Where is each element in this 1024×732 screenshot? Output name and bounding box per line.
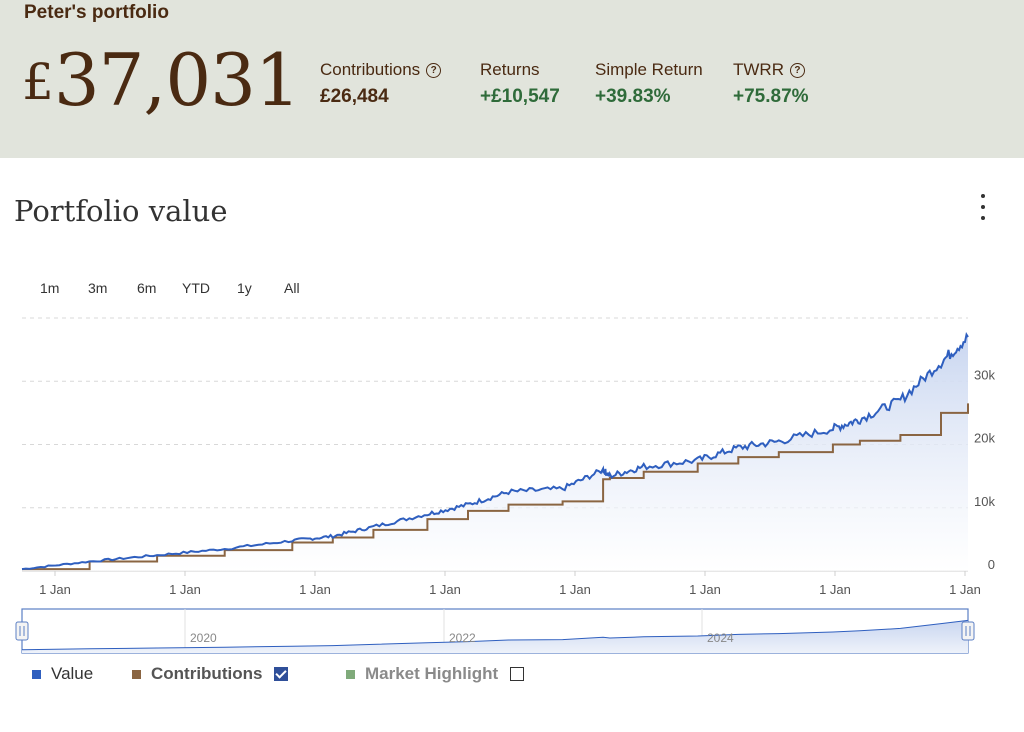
x-tick-label: 1 Jan <box>949 582 981 597</box>
y-tick-label: 20k <box>974 431 995 446</box>
total-value: £37,031 <box>22 38 301 122</box>
metric-label: Simple Return <box>595 60 703 79</box>
metric-value: +75.87% <box>733 86 809 107</box>
currency-symbol: £ <box>22 53 54 111</box>
navigator-year-label: 2024 <box>707 631 734 645</box>
x-tick-label: 1 Jan <box>169 582 201 597</box>
portfolio-name: Peter's portfolio <box>24 2 169 23</box>
x-tick-label: 1 Jan <box>299 582 331 597</box>
range-button-6m[interactable]: 6m <box>137 280 157 296</box>
legend-item-contributions[interactable]: Contributions <box>132 664 289 684</box>
card-title: Portfolio value <box>14 194 228 228</box>
total-value-number: 37,031 <box>53 38 301 122</box>
value-area <box>22 334 968 571</box>
x-tick-label: 1 Jan <box>559 582 591 597</box>
legend-checkbox[interactable] <box>510 667 525 681</box>
legend-item-market-highlight[interactable]: Market Highlight <box>346 664 525 684</box>
help-icon[interactable]: ? <box>789 62 805 78</box>
legend-label: Market Highlight <box>365 664 499 683</box>
metric-simple-return: Simple Return +39.83% <box>595 60 703 108</box>
y-tick-label: 30k <box>974 367 995 382</box>
navigator-year-label: 2020 <box>190 631 217 645</box>
navigator-handle-left[interactable] <box>15 621 29 641</box>
range-button-1y[interactable]: 1y <box>237 280 252 296</box>
navigator-line <box>21 619 969 651</box>
x-tick-label: 1 Jan <box>689 582 721 597</box>
metric-value: +£10,547 <box>480 86 560 107</box>
y-tick-label: 10k <box>974 494 995 509</box>
metric-value: £26,484 <box>320 86 389 107</box>
x-tick-label: 1 Jan <box>819 582 851 597</box>
navigator-handle-right[interactable] <box>961 621 975 641</box>
x-tick-label: 1 Jan <box>39 582 71 597</box>
metric-returns: Returns +£10,547 <box>480 60 560 108</box>
legend-swatch <box>132 669 141 679</box>
vertical-dots-icon[interactable] <box>976 194 990 220</box>
x-tick-label: 1 Jan <box>429 582 461 597</box>
contributions-line <box>21 403 969 571</box>
value-line <box>21 331 969 571</box>
range-button-all[interactable]: All <box>284 280 300 296</box>
help-icon[interactable]: ? <box>426 62 442 78</box>
metric-label: Contributions <box>320 60 421 79</box>
y-tick-label: 0 <box>988 557 995 572</box>
metric-label: TWRR <box>733 60 784 79</box>
metric-value: +39.83% <box>595 86 671 107</box>
legend-item-value[interactable]: Value <box>32 664 93 684</box>
portfolio-header: Peter's portfolio £37,031 Contributions?… <box>0 0 1024 158</box>
portfolio-value-card: Portfolio value 1m 3m 6m YTD 1y All 0 10k 20k 30… <box>0 158 1016 732</box>
range-button-ytd[interactable]: YTD <box>182 280 210 296</box>
range-button-3m[interactable]: 3m <box>88 280 108 296</box>
metric-contributions: Contributions? £26,484 <box>320 60 442 108</box>
metric-twrr: TWRR? +75.87% <box>733 60 809 108</box>
portfolio-chart: 0 10k 20k 30k 1 Jan 1 Jan 1 Jan 1 Jan 1 Jan 1 Jan… <box>15 317 995 654</box>
range-button-1m[interactable]: 1m <box>40 280 60 296</box>
navigator-area <box>22 620 968 653</box>
legend-swatch <box>346 669 355 679</box>
legend-label: Contributions <box>151 664 263 683</box>
metric-label: Returns <box>480 60 540 79</box>
navigator-year-label: 2022 <box>449 631 476 645</box>
legend-swatch <box>32 669 41 679</box>
legend-checkbox[interactable] <box>274 667 289 681</box>
legend-label: Value <box>51 664 94 683</box>
